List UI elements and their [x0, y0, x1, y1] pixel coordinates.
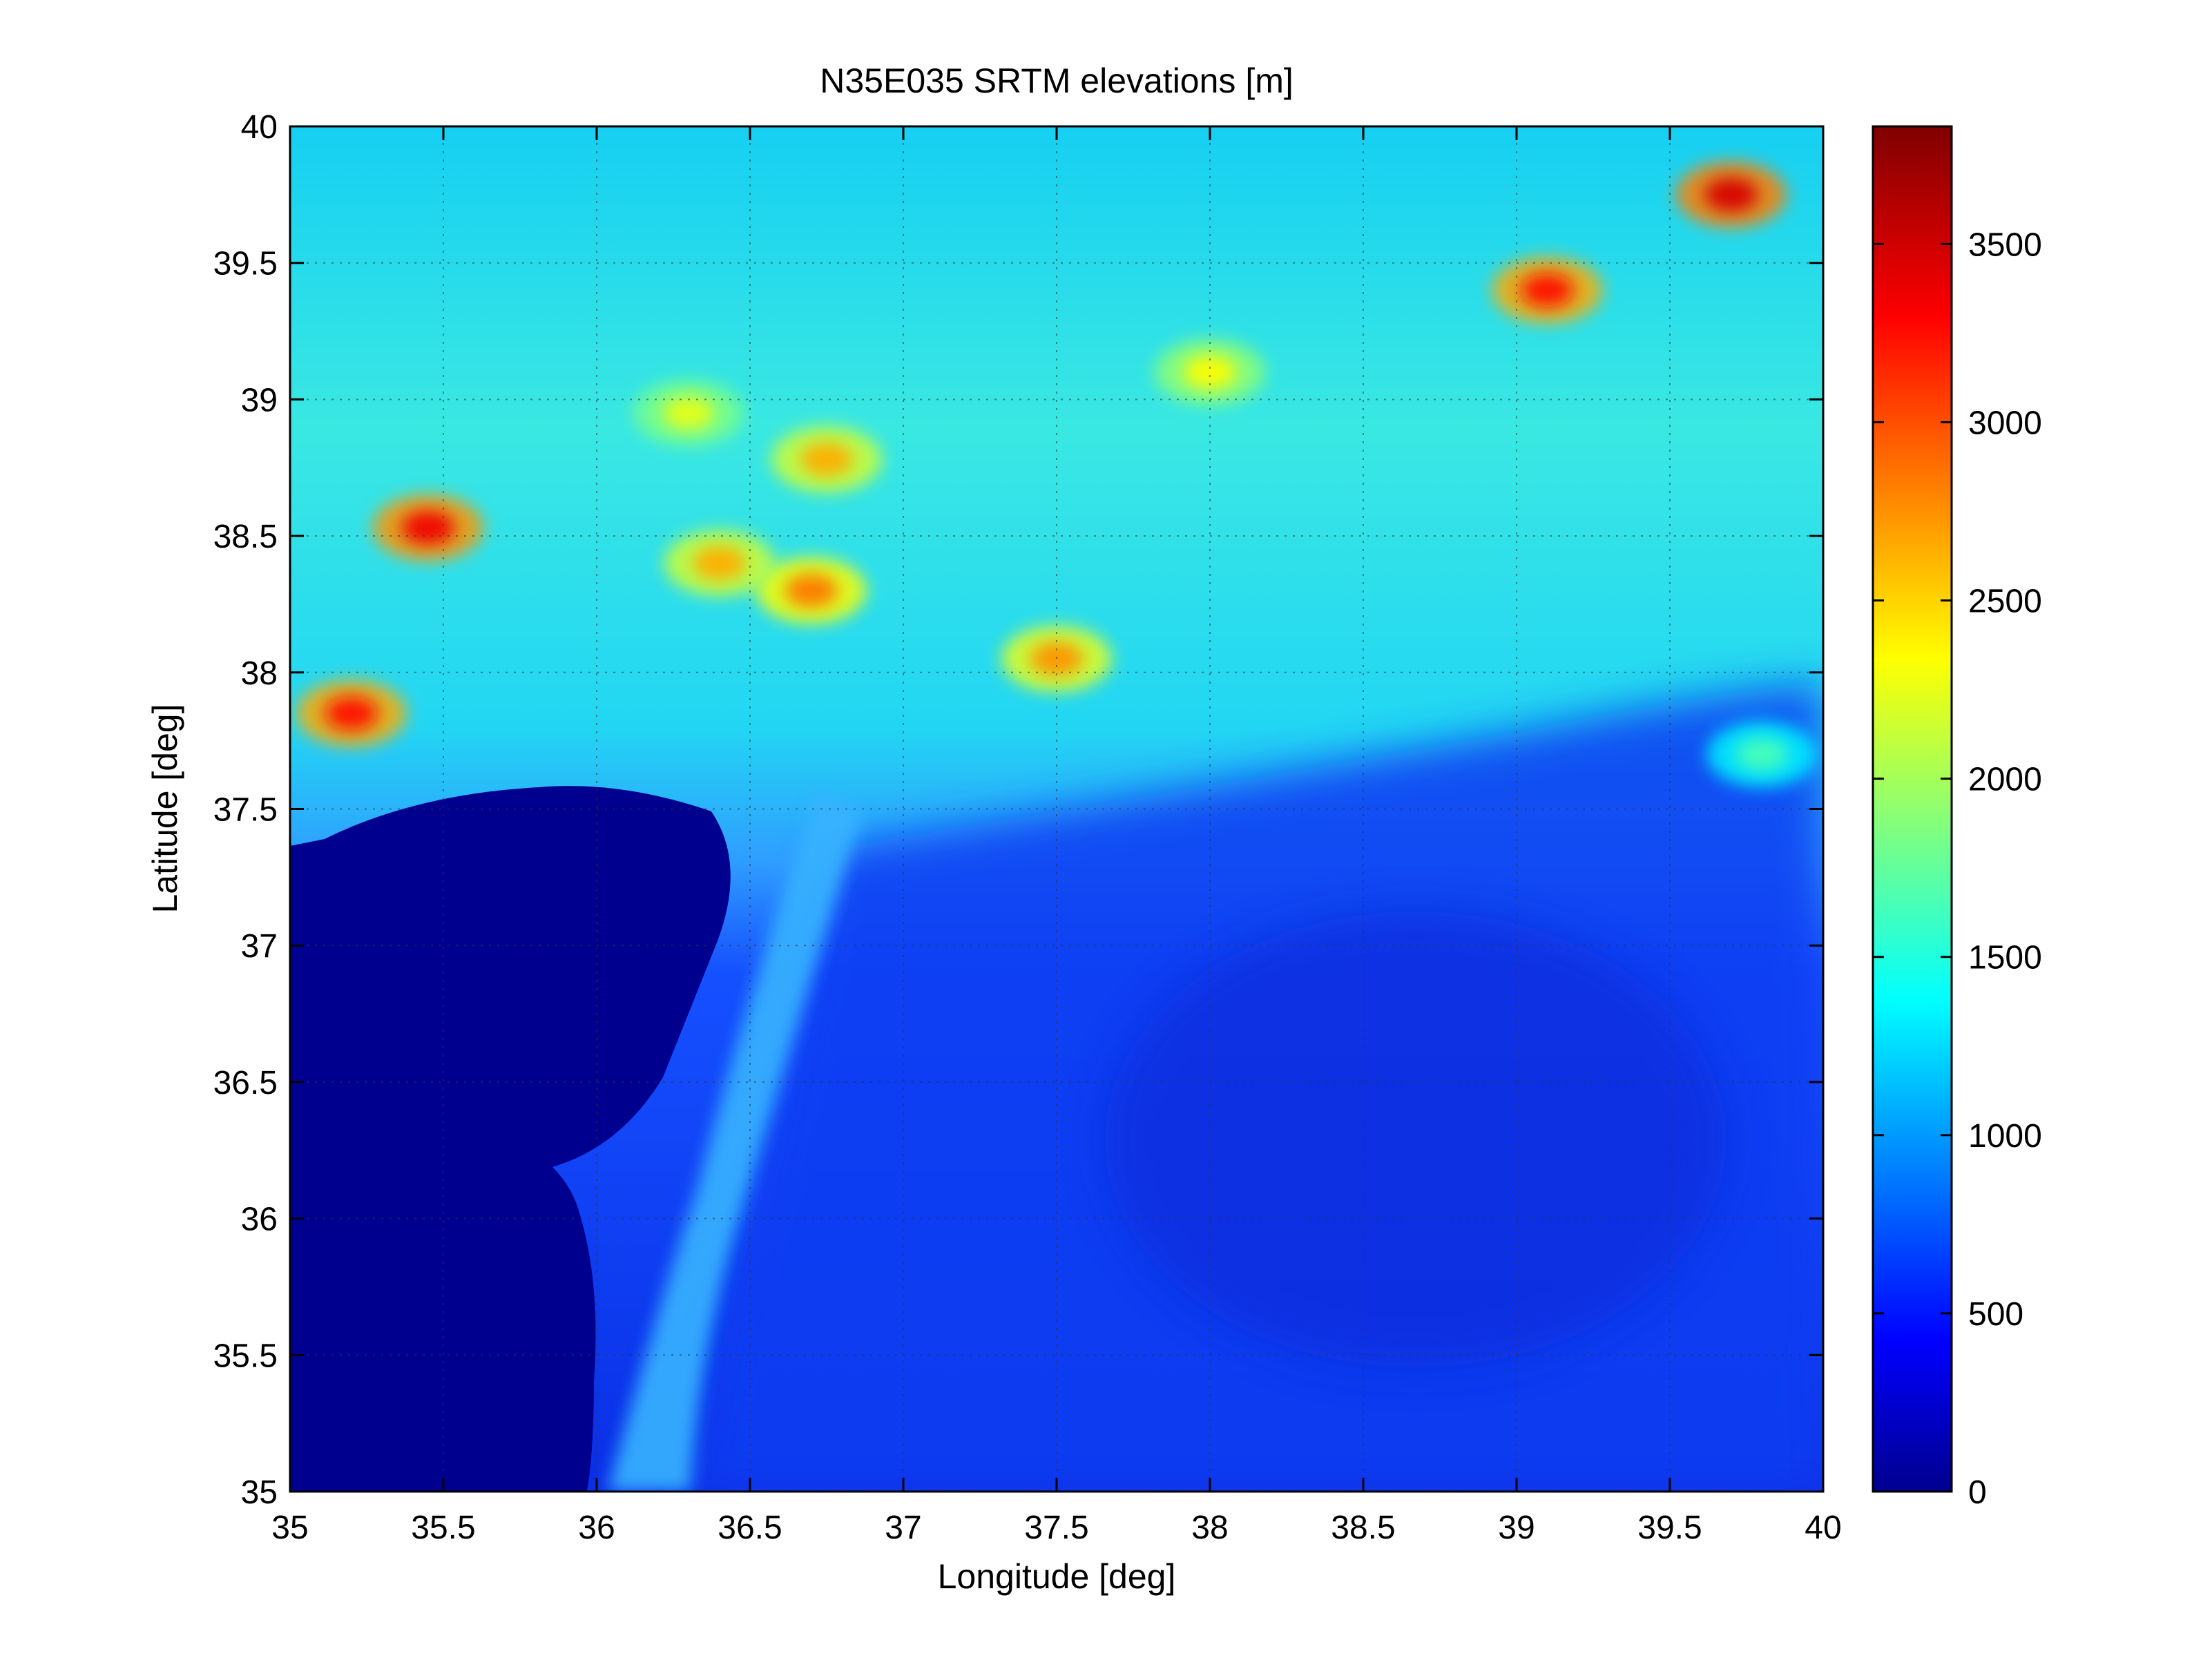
x-tick-label: 39.5 — [1637, 1510, 1702, 1546]
colorbar-tick-label: 3500 — [1968, 226, 2042, 263]
elevation-peak — [800, 443, 853, 476]
y-tick-label: 38 — [241, 655, 278, 692]
y-tick-label: 39.5 — [213, 246, 278, 282]
colorbar-tick-label: 2500 — [1968, 584, 2042, 620]
x-tick-label: 38 — [1191, 1510, 1228, 1546]
elevation-peak — [1521, 273, 1574, 307]
x-tick-label: 36.5 — [718, 1510, 782, 1546]
y-tick-label: 39 — [241, 382, 278, 418]
x-tick-label: 37 — [885, 1510, 921, 1546]
y-axis-ticks: 35 35.5 36 36.5 37 37.5 38 38.5 39 39.5 40 — [213, 109, 1823, 1511]
elevation-peak — [662, 396, 715, 430]
x-tick-label: 35 — [271, 1510, 308, 1546]
colorbar: 0 500 1000 1500 2000 2500 3000 3500 — [1872, 125, 2042, 1511]
elevation-peak — [1735, 738, 1789, 771]
elevation-peak — [693, 546, 746, 580]
colorbar-tick-label: 500 — [1968, 1296, 2023, 1333]
elevation-peak — [325, 697, 378, 731]
elevation-peak — [1184, 355, 1236, 389]
y-tick-label: 36.5 — [213, 1065, 278, 1101]
colorbar-tick-label: 3000 — [1968, 405, 2042, 441]
colorbar-ticks: 0 500 1000 1500 2000 2500 3000 3500 — [1873, 226, 2042, 1511]
y-tick-label: 37 — [241, 928, 278, 965]
chart-title: N35E035 SRTM elevations [m] — [820, 61, 1293, 100]
y-tick-label: 36 — [241, 1202, 278, 1238]
colorbar-tick-label: 2000 — [1968, 762, 2042, 798]
plot-area: 35 35.5 36 36.5 37 37.5 38 38.5 39 39.5 40 3535.53… — [213, 109, 1842, 1546]
coastal-ridge — [608, 794, 863, 1492]
colorbar-scale — [1872, 125, 1953, 1493]
colorbar-tick-label: 1500 — [1968, 940, 2042, 976]
x-tick-label: 36 — [578, 1510, 615, 1546]
colorbar-tick-label: 0 — [1968, 1474, 1987, 1511]
elevation-peak — [785, 574, 838, 608]
y-tick-label: 37.5 — [213, 792, 278, 829]
y-tick-label: 35.5 — [213, 1338, 278, 1374]
x-tick-label: 40 — [1805, 1510, 1841, 1546]
x-axis-ticks: 35 35.5 36 36.5 37 37.5 38 38.5 39 39.5 40 — [271, 126, 1842, 1546]
x-tick-label: 37.5 — [1024, 1510, 1088, 1546]
x-axis-label: Longitude [deg] — [938, 1557, 1176, 1596]
lowland-interior — [1105, 912, 1727, 1367]
x-tick-label: 35.5 — [411, 1510, 475, 1546]
colorbar-tick-label: 1000 — [1968, 1118, 2042, 1155]
x-tick-label: 39 — [1498, 1510, 1535, 1546]
elevation-peak — [1704, 177, 1758, 211]
elevation-peak — [401, 511, 454, 545]
y-tick-label: 38.5 — [213, 519, 278, 555]
sea-area — [290, 786, 731, 1492]
y-tick-label: 40 — [241, 109, 278, 146]
y-tick-label: 35 — [241, 1474, 278, 1511]
y-axis-label: Latitude [deg] — [146, 704, 184, 913]
x-tick-label: 38.5 — [1331, 1510, 1395, 1546]
elevation-peak — [1030, 642, 1083, 676]
